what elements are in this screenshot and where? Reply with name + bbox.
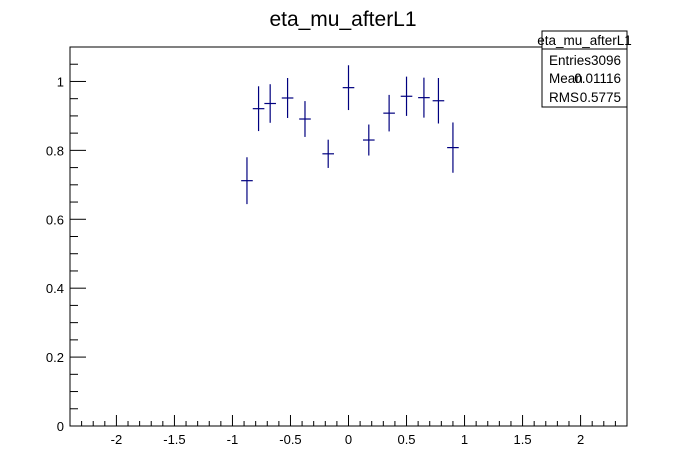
stats-rms-value: 0.5775 [580, 90, 621, 105]
data-point [252, 86, 265, 132]
x-tick-label: 1.5 [514, 432, 532, 447]
x-tick-label: -0.5 [279, 432, 301, 447]
y-tick-label: 0.2 [46, 350, 64, 365]
x-tick-label: 2 [577, 432, 584, 447]
x-tick-label: 0 [345, 432, 352, 447]
data-point [418, 77, 430, 118]
stats-rms-label: RMS [549, 90, 579, 105]
y-tick-label: 0 [57, 419, 64, 434]
x-tick-label: 0.5 [397, 432, 415, 447]
data-point [447, 122, 459, 173]
data-point [264, 84, 276, 123]
x-axis: -2 -1.5 -1 -0.5 0 0.5 1 1.5 2 [81, 415, 616, 447]
x-tick-label: 1 [461, 432, 468, 447]
data-points [241, 65, 459, 205]
data-point [400, 76, 413, 116]
data-point [342, 65, 355, 111]
y-tick-label: 0.6 [46, 212, 64, 227]
data-point [322, 139, 334, 168]
data-point [432, 78, 445, 124]
y-axis: 0 0.2 0.4 0.6 0.8 1 [46, 46, 86, 434]
x-tick-label: -1.5 [163, 432, 185, 447]
data-point [383, 94, 395, 132]
data-point [363, 124, 375, 156]
y-tick-label: 1 [57, 74, 64, 89]
stats-entries-value: 3096 [591, 53, 621, 68]
stats-mean-value: 0.01116 [574, 71, 621, 86]
stats-box: eta_mu_afterL1 Entries 3096 Mean 0.01116… [537, 30, 632, 108]
y-tick-label: 0.4 [46, 281, 64, 296]
stats-mean-label: Mean [549, 71, 583, 86]
x-tick-label: -1 [227, 432, 239, 447]
stats-box-frame [541, 30, 628, 108]
stats-entries-label: Entries [549, 53, 591, 68]
y-tick-label: 0.8 [46, 143, 64, 158]
stats-box-title: eta_mu_afterL1 [537, 33, 632, 48]
data-point [299, 101, 311, 137]
chart-title: eta_mu_afterL1 [269, 8, 416, 31]
data-point [241, 157, 253, 205]
data-point [281, 78, 294, 118]
x-tick-label: -2 [111, 432, 123, 447]
